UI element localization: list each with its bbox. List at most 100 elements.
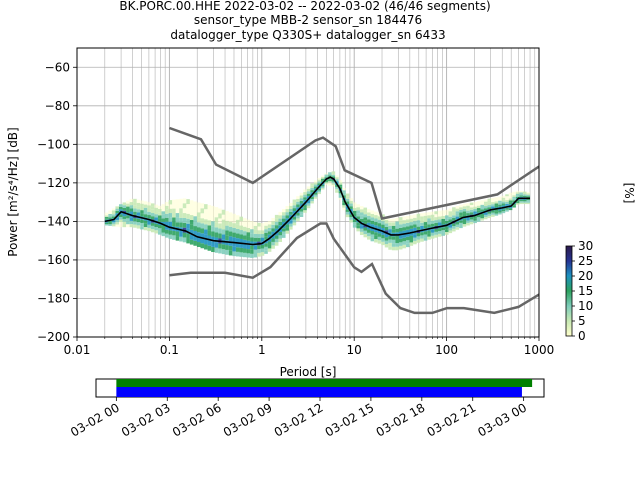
- density-cell: [338, 182, 343, 185]
- density-cell: [108, 220, 112, 223]
- density-cell: [384, 220, 389, 224]
- density-cell: [491, 206, 495, 209]
- density-cell: [267, 234, 272, 239]
- density-cell: [289, 214, 293, 218]
- density-cell: [313, 196, 318, 199]
- density-cell: [232, 237, 236, 242]
- density-cell: [303, 205, 307, 208]
- colorbar-tick-label: 30: [578, 239, 593, 253]
- density-cell: [189, 210, 194, 216]
- density-cell: [441, 213, 445, 216]
- colorbar-gradient: [565, 245, 573, 337]
- density-cell: [526, 194, 531, 197]
- density-cell: [374, 228, 378, 233]
- density-cell: [501, 209, 506, 212]
- density-cell: [168, 217, 173, 222]
- density-cell: [448, 219, 453, 223]
- density-cell: [388, 236, 392, 240]
- density-cell: [211, 205, 215, 211]
- density-cell: [476, 201, 481, 204]
- density-cell: [150, 225, 155, 230]
- density-cell: [136, 206, 141, 210]
- density-cell: [264, 222, 268, 226]
- density-cell: [239, 252, 244, 257]
- density-cell: [469, 207, 474, 210]
- density-cell: [519, 202, 523, 205]
- density-cell: [147, 215, 151, 219]
- density-cell: [487, 200, 492, 203]
- density-cell: [225, 215, 229, 221]
- density-cell: [374, 235, 378, 240]
- density-cell: [462, 213, 467, 217]
- density-cell: [427, 212, 431, 216]
- density-cell: [211, 241, 215, 247]
- density-cell: [487, 215, 492, 219]
- density-cell: [367, 226, 371, 230]
- density-cell: [508, 208, 513, 211]
- density-cell: [512, 198, 516, 201]
- density-cell: [377, 212, 382, 217]
- density-cell: [186, 238, 190, 244]
- density-cell: [193, 211, 197, 217]
- density-cell: [129, 211, 134, 215]
- density-cell: [427, 230, 431, 234]
- density-cell: [441, 230, 445, 233]
- density-cell: [331, 179, 336, 182]
- density-cell: [377, 229, 382, 234]
- density-cell: [281, 225, 286, 229]
- density-cell: [434, 223, 438, 226]
- density-cell: [207, 205, 212, 211]
- density-cell: [349, 214, 353, 218]
- density-cell: [196, 222, 201, 228]
- density-cell: [267, 231, 272, 235]
- density-cell: [274, 228, 279, 233]
- density-cell: [260, 237, 265, 242]
- density-cell: [469, 209, 474, 213]
- density-cell: [398, 242, 403, 246]
- density-cell: [193, 226, 197, 231]
- density-cell: [423, 222, 428, 226]
- density-cell: [218, 218, 222, 224]
- density-cell: [186, 223, 190, 229]
- density-cell: [267, 241, 272, 245]
- x-tick-label: 10: [347, 343, 362, 357]
- density-cell: [423, 237, 428, 241]
- density-cell: [423, 225, 428, 229]
- density-cell: [296, 201, 300, 205]
- density-cell: [239, 221, 244, 226]
- density-cell: [285, 212, 290, 216]
- density-cell: [267, 248, 272, 252]
- density-cell: [228, 217, 233, 222]
- density-cell: [494, 197, 499, 200]
- psd-plot: 0.01 0.1 1 10 100 1000 −200 −180 −160 −140 −120 −1…: [6, 47, 554, 379]
- density-cell: [356, 222, 360, 226]
- density-cell: [416, 216, 421, 221]
- density-cell: [338, 197, 343, 200]
- y-tick-label: −60: [45, 60, 70, 74]
- density-cell: [349, 219, 353, 223]
- density-cell: [402, 223, 407, 228]
- density-cell: [320, 183, 325, 185]
- density-cell: [168, 200, 173, 205]
- density-cell: [430, 232, 435, 236]
- density-cell: [243, 248, 247, 253]
- density-cell: [172, 204, 176, 209]
- density-cell: [338, 195, 343, 198]
- density-cell: [306, 205, 311, 209]
- density-cell: [278, 231, 282, 236]
- density-cell: [165, 209, 169, 214]
- x-tick-label: 0.01: [64, 343, 91, 357]
- density-cell: [150, 229, 155, 233]
- density-cell: [196, 217, 201, 223]
- density-cell: [296, 207, 300, 211]
- density-cell: [363, 207, 368, 211]
- density-cell: [129, 208, 134, 212]
- density-cell: [111, 216, 116, 219]
- y-tick-label: −180: [37, 291, 70, 305]
- density-cell: [136, 209, 141, 213]
- density-cell: [175, 208, 180, 214]
- density-cell: [359, 206, 364, 210]
- density-cell: [161, 207, 166, 212]
- density-cell: [271, 228, 275, 232]
- density-cell: [406, 233, 410, 237]
